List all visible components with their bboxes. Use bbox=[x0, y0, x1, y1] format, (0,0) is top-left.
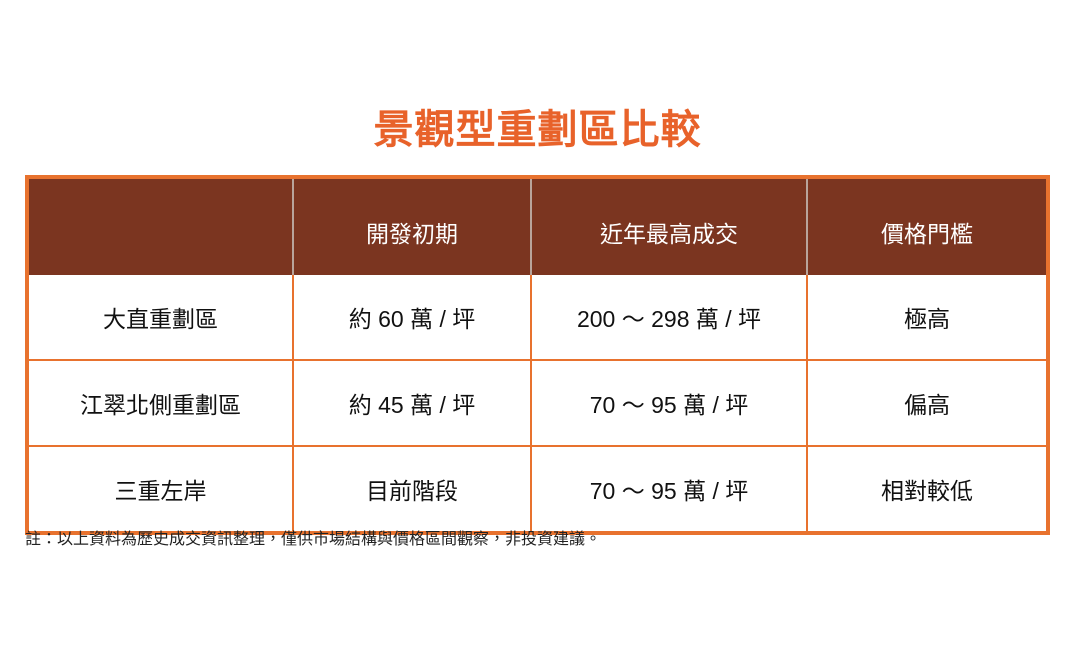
column-header-recent-high: 近年最高成交 bbox=[531, 179, 808, 275]
table-body: 大直重劃區 約 60 萬 / 坪 200 〜 298 萬 / 坪 極高 江翠北側… bbox=[29, 275, 1046, 531]
cell-early-stage: 目前階段 bbox=[293, 445, 532, 531]
cell-recent-high: 70 〜 95 萬 / 坪 bbox=[531, 445, 808, 531]
header-row: 開發初期 近年最高成交 價格門檻 bbox=[29, 179, 1046, 275]
table-row: 三重左岸 目前階段 70 〜 95 萬 / 坪 相對較低 bbox=[29, 445, 1046, 531]
column-header-price-threshold: 價格門檻 bbox=[807, 179, 1046, 275]
cell-area: 三重左岸 bbox=[29, 445, 294, 531]
table-footnote: 註：以上資料為歷史成交資訊整理，僅供市場結構與價格區間觀察，非投資建議。 bbox=[25, 531, 602, 548]
table-header: 開發初期 近年最高成交 價格門檻 bbox=[29, 179, 1046, 275]
table-row: 大直重劃區 約 60 萬 / 坪 200 〜 298 萬 / 坪 極高 bbox=[29, 275, 1046, 360]
comparison-table-container: 開發初期 近年最高成交 價格門檻 大直重劃區 約 60 萬 / 坪 200 〜 … bbox=[25, 175, 1050, 535]
comparison-table: 開發初期 近年最高成交 價格門檻 大直重劃區 約 60 萬 / 坪 200 〜 … bbox=[29, 179, 1046, 531]
cell-price-threshold: 極高 bbox=[807, 275, 1046, 360]
cell-recent-high: 70 〜 95 萬 / 坪 bbox=[531, 359, 808, 446]
cell-area: 大直重劃區 bbox=[29, 275, 294, 360]
column-header-early-stage: 開發初期 bbox=[293, 179, 532, 275]
table-row: 江翠北側重劃區 約 45 萬 / 坪 70 〜 95 萬 / 坪 偏高 bbox=[29, 359, 1046, 446]
cell-early-stage: 約 45 萬 / 坪 bbox=[293, 359, 532, 446]
cell-recent-high: 200 〜 298 萬 / 坪 bbox=[531, 275, 808, 360]
cell-price-threshold: 偏高 bbox=[807, 359, 1046, 446]
cell-early-stage: 約 60 萬 / 坪 bbox=[293, 275, 532, 360]
cell-price-threshold: 相對較低 bbox=[807, 445, 1046, 531]
cell-area: 江翠北側重劃區 bbox=[29, 359, 294, 446]
column-header-area bbox=[29, 179, 294, 275]
page-title: 景觀型重劃區比較 bbox=[373, 108, 702, 152]
